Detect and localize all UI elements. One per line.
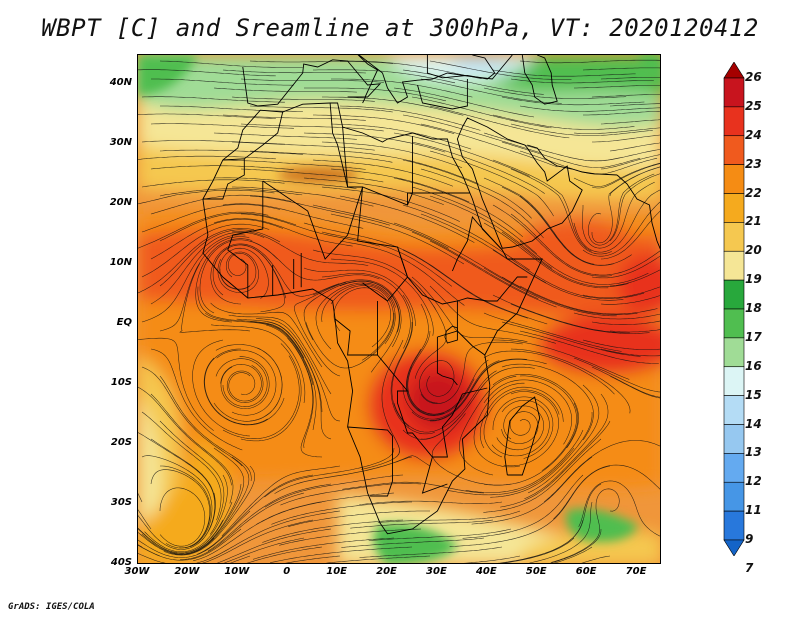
- country-border: [329, 102, 349, 188]
- colorbar-swatch: [723, 453, 745, 483]
- coastline-iran: [527, 144, 618, 176]
- lat-label: 40S: [110, 557, 132, 568]
- colorbar-swatch: [723, 250, 745, 281]
- colorbar-swatch: [723, 337, 745, 368]
- lon-label: 20W: [174, 566, 200, 577]
- wbpt-field: [138, 55, 660, 563]
- colorbar-swatch: [723, 77, 745, 108]
- coastline-turkey: [417, 79, 468, 110]
- coastline-lake-victoria: [444, 325, 458, 344]
- country-border: [421, 456, 448, 494]
- colorbar-label: 19: [745, 272, 762, 287]
- colorbar-label: 25: [745, 98, 762, 113]
- colorbar-swatch: [723, 395, 745, 425]
- colorbar-swatch: [723, 106, 745, 137]
- colorbar-swatch: [723, 279, 745, 310]
- wbpt-streamline-map: [138, 55, 660, 563]
- lon-label: 30E: [426, 566, 447, 577]
- coastline-india: [616, 174, 660, 250]
- country-border: [436, 337, 458, 386]
- coastlines: [202, 55, 660, 535]
- coastline-africa: [202, 102, 543, 535]
- colorbar-label: 12: [745, 474, 762, 489]
- colorbar-swatch: [723, 164, 745, 194]
- colorbar-label: 9: [745, 532, 754, 546]
- lon-label: 50E: [525, 566, 547, 577]
- colorbar-label: 16: [745, 358, 762, 373]
- lon-label: 40E: [475, 566, 497, 577]
- colorbar-swatch: [723, 539, 745, 556]
- lon-label: 10W: [224, 566, 250, 577]
- lon-label: 0: [283, 566, 291, 577]
- lon-label: 30W: [124, 566, 150, 577]
- country-border: [451, 215, 503, 272]
- grads-credit: GrADS: IGES/COLA: [8, 602, 95, 612]
- colorbar-swatch: [723, 424, 745, 454]
- colorbar-label: 20: [745, 243, 762, 258]
- colorbar-label: 21: [745, 214, 762, 229]
- country-border: [244, 111, 284, 160]
- colorbar-label: 26: [745, 70, 762, 84]
- country-border: [377, 354, 488, 458]
- colorbar-swatch: [723, 193, 745, 223]
- country-border: [202, 158, 245, 200]
- coastline-sicily: [347, 96, 367, 104]
- colorbar-swatch: [723, 510, 745, 541]
- country-border: [347, 426, 393, 497]
- colorbar-swatch: [723, 222, 745, 252]
- colorbar-swatch: [723, 308, 745, 339]
- colorbar-swatch: [723, 481, 745, 512]
- colorbar-label: 15: [745, 387, 762, 402]
- lat-label: 20N: [109, 197, 132, 208]
- lon-label: 20E: [376, 566, 397, 577]
- colorbar-swatch: [723, 62, 745, 79]
- coastline-arabia: [456, 117, 583, 249]
- country-border: [342, 126, 413, 206]
- colorbar-label: 22: [745, 185, 762, 200]
- lon-label: 60E: [575, 566, 597, 577]
- coastline-black-sea: [426, 55, 496, 80]
- colorbar-swatch: [723, 135, 745, 165]
- lat-label: 20S: [110, 437, 132, 448]
- country-border: [227, 181, 264, 266]
- lat-label: 10S: [110, 377, 132, 388]
- lon-label: 10E: [326, 566, 347, 577]
- colorbar-label: 18: [745, 301, 762, 315]
- coastline-madagascar: [504, 396, 541, 476]
- country-border: [334, 301, 378, 356]
- lat-label: 40N: [109, 77, 132, 88]
- colorbar-label: 7: [745, 560, 754, 575]
- lat-label: EQ: [116, 317, 132, 328]
- colorbar-label: 17: [745, 329, 762, 344]
- lat-label: 30N: [109, 137, 132, 148]
- coastline-caspian: [521, 55, 558, 105]
- map-title: WBPT [C] and Sreamline at 300hPa, VT: 20…: [41, 14, 759, 42]
- colorbar-label: 14: [745, 416, 762, 431]
- country-border: [437, 330, 486, 356]
- map-panel: [137, 54, 661, 564]
- lat-label: 10N: [109, 257, 132, 268]
- lat-label: 30S: [110, 497, 132, 508]
- colorbar-label: 23: [745, 156, 762, 171]
- lon-label: 70E: [625, 566, 647, 577]
- colorbar-label: 24: [745, 127, 762, 142]
- country-border: [397, 246, 528, 305]
- colorbar-label: 13: [745, 445, 762, 460]
- country-border: [407, 192, 470, 205]
- coastline-europe: [242, 55, 513, 107]
- colorbar-label: 11: [745, 503, 762, 518]
- country-border: [262, 180, 364, 260]
- colorbar-swatch: [723, 366, 745, 396]
- colorbar: [723, 62, 745, 556]
